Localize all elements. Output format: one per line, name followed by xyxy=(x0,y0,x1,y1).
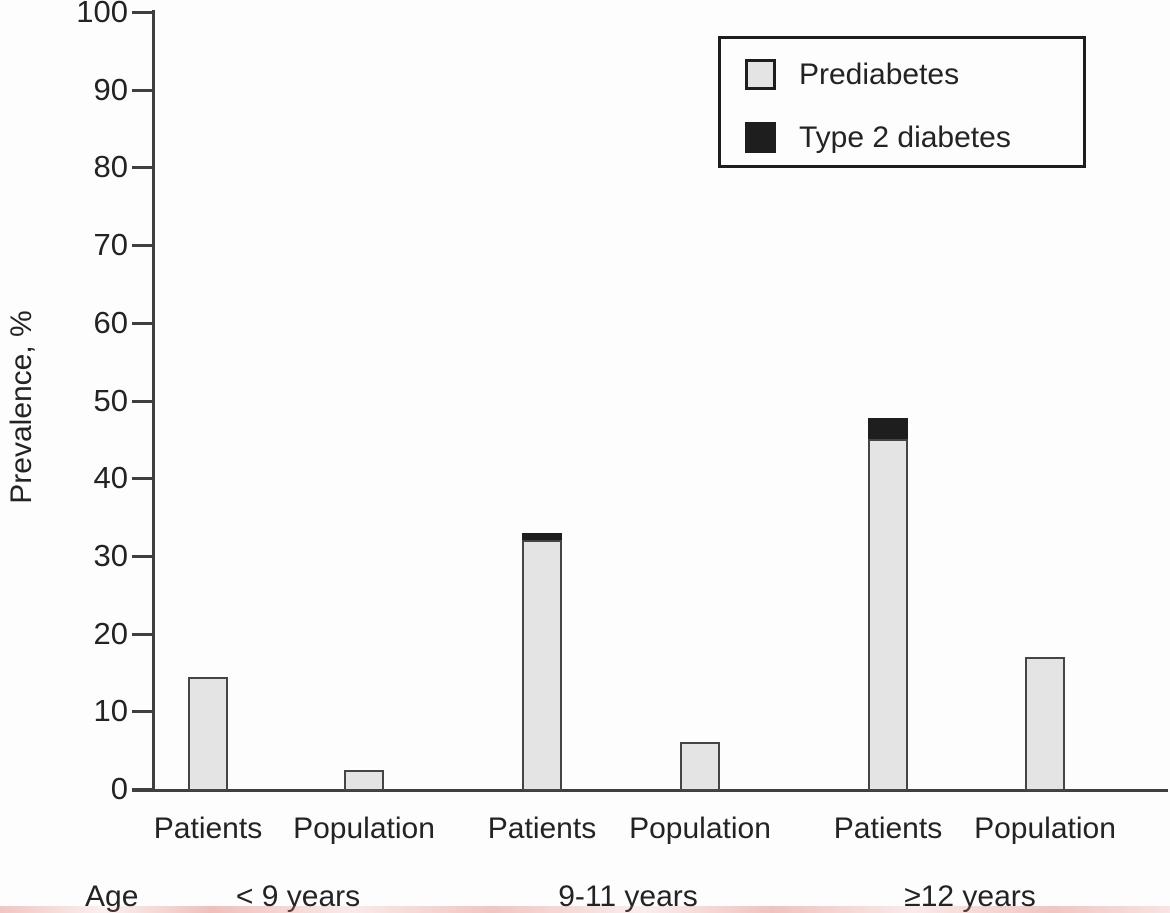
bar-prediabetes-segment xyxy=(680,742,720,791)
bar-prediabetes-segment xyxy=(188,677,228,791)
y-tick xyxy=(132,399,152,403)
y-tick xyxy=(132,477,152,481)
legend: Prediabetes Type 2 diabetes xyxy=(718,36,1086,168)
bar-category-label: Patients xyxy=(487,812,597,845)
y-tick-label: 50 xyxy=(93,382,128,418)
y-tick-label: 80 xyxy=(93,149,128,185)
legend-label: Prediabetes xyxy=(799,58,960,91)
y-tick xyxy=(132,710,152,714)
bar-prediabetes-segment xyxy=(522,540,562,791)
y-tick xyxy=(132,321,152,325)
y-tick xyxy=(132,632,152,636)
bar-prediabetes-segment xyxy=(1025,656,1065,791)
y-tick-label: 10 xyxy=(93,693,128,729)
bottom-artifact-strip xyxy=(0,906,1170,913)
y-tick-label: 70 xyxy=(93,227,128,263)
y-tick-label: 0 xyxy=(110,771,128,806)
bar-category-label: Patients xyxy=(833,812,943,845)
x-axis-line xyxy=(132,789,1168,792)
y-tick-label: 90 xyxy=(93,71,128,107)
prediabetes-swatch-icon xyxy=(745,59,776,90)
bar-prediabetes-segment xyxy=(868,439,908,791)
y-tick xyxy=(132,88,152,92)
y-tick-label: 30 xyxy=(93,537,128,573)
bar-category-label: Population xyxy=(974,812,1116,845)
y-tick-label: 40 xyxy=(93,460,128,496)
bar-prediabetes-segment xyxy=(344,770,384,791)
y-tick xyxy=(132,11,152,14)
y-tick xyxy=(132,166,152,170)
y-axis-line xyxy=(152,10,155,792)
y-tick-label: 20 xyxy=(93,615,128,651)
legend-label: Type 2 diabetes xyxy=(799,121,1011,154)
bar-category-label: Population xyxy=(293,812,435,845)
y-tick xyxy=(132,788,152,791)
type2-diabetes-swatch-icon xyxy=(745,122,776,153)
y-tick xyxy=(132,244,152,248)
y-tick xyxy=(132,554,152,558)
y-tick-label: 60 xyxy=(93,304,128,340)
bar-type2-diabetes-segment xyxy=(868,418,908,442)
bar-category-label: Population xyxy=(629,812,771,845)
bar-category-label: Patients xyxy=(153,812,263,845)
y-tick-label: 100 xyxy=(76,0,128,29)
